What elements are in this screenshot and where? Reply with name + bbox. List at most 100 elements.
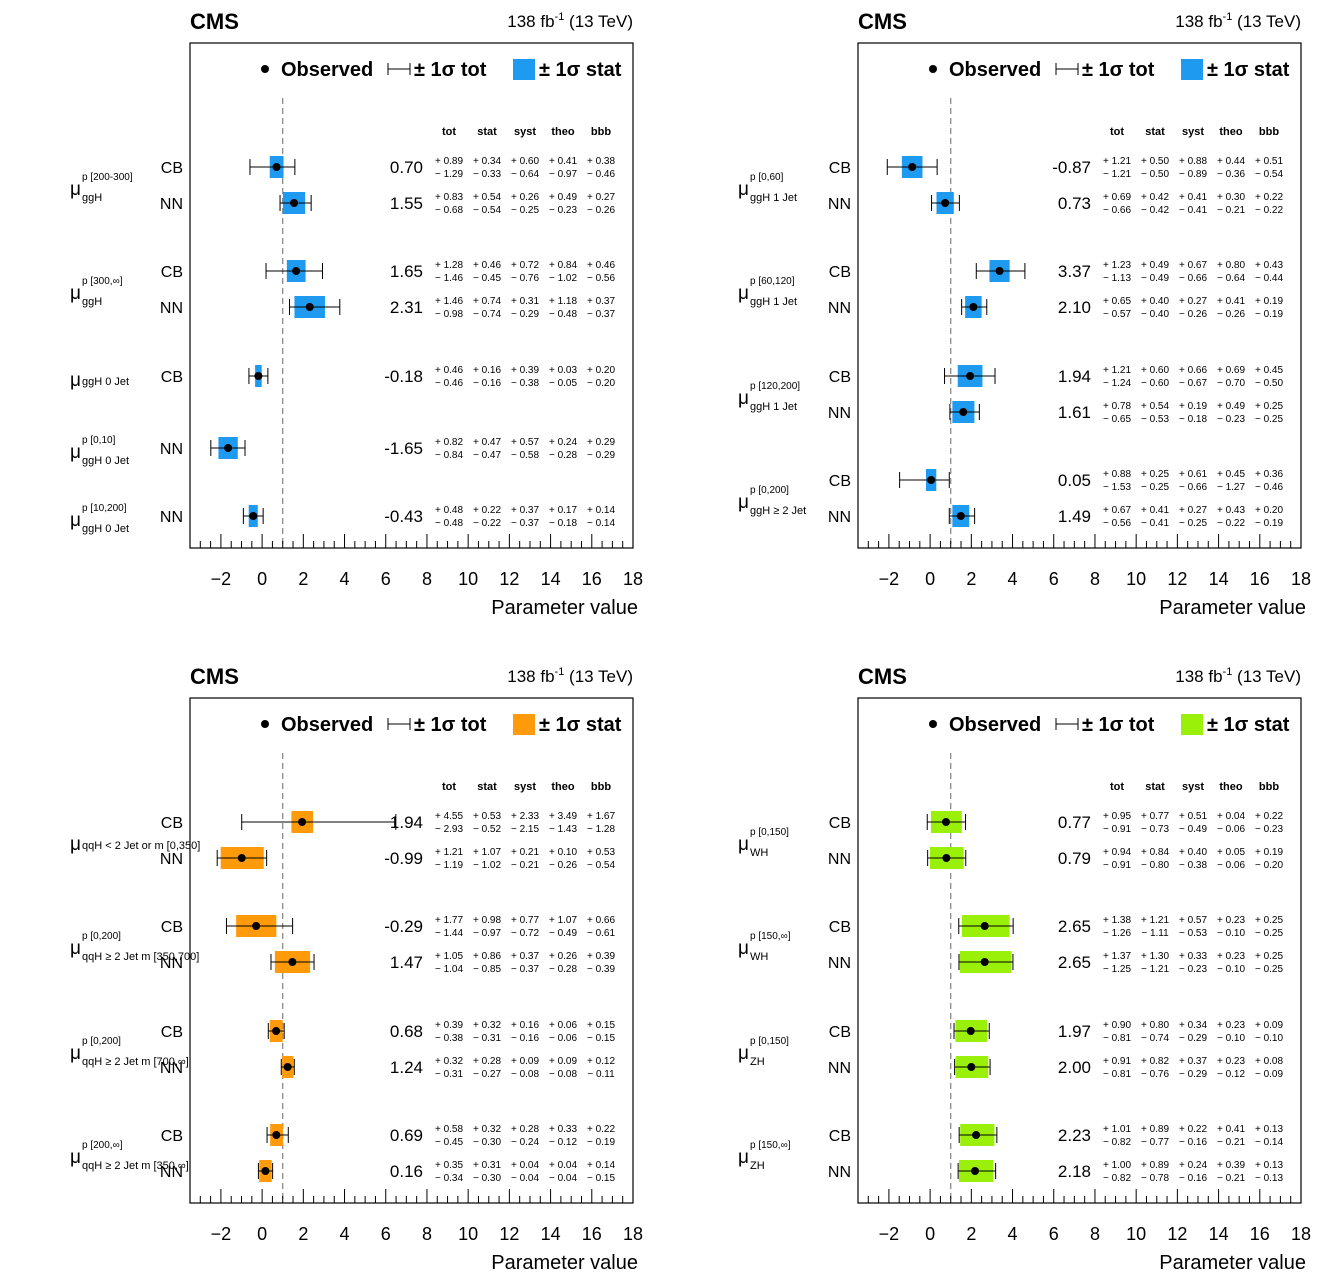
uncertainty-down-bbb: − 0.20 [1255, 860, 1284, 871]
value-label: 1.97 [1058, 1022, 1091, 1041]
uncertainty-up-bbb: + 0.43 [1255, 260, 1284, 271]
uncertainty-up-tot: + 1.21 [1103, 365, 1132, 376]
uncertainty-down-bbb: − 0.10 [1255, 1033, 1284, 1044]
x-tick-label: −2 [879, 569, 900, 589]
uncertainty-down-bbb: − 0.61 [587, 928, 616, 939]
uncertainty-up-tot: + 1.00 [1103, 1160, 1132, 1171]
legend: Observed ± 1σ tot ± 1σ stat [929, 59, 1290, 81]
uncertainty-up-stat: + 0.34 [473, 156, 502, 167]
uncertainty-up-bbb: + 0.45 [1255, 365, 1284, 376]
result-row: CB 0.05 + 0.88 − 1.53 + 0.25 − 0.25 + 0.61 − 0.… [829, 469, 1283, 493]
observed-point [305, 303, 314, 311]
column-header-syst: syst [514, 126, 536, 138]
uncertainty-down-tot: − 0.91 [1103, 860, 1132, 871]
parameter-symbol: μ [70, 1147, 81, 1168]
parameter-subscript: qqH ≥ 2 Jet m [350,700] [82, 951, 199, 963]
uncertainty-up-syst: + 0.33 [1179, 951, 1208, 962]
parameter-symbol: μ [738, 834, 749, 855]
uncertainty-up-stat: + 0.86 [473, 951, 502, 962]
observed-point [249, 512, 258, 520]
uncertainty-down-stat: − 0.42 [1141, 205, 1170, 216]
x-tick-label: 12 [1167, 569, 1187, 589]
uncertainty-up-stat: + 0.47 [473, 437, 502, 448]
uncertainty-up-bbb: + 0.66 [587, 915, 616, 926]
experiment-label: CMS [858, 664, 907, 689]
observed-point [254, 372, 263, 380]
uncertainty-down-bbb: − 0.15 [587, 1033, 616, 1044]
column-header-theo: theo [1219, 781, 1243, 793]
uncertainty-down-syst: − 0.26 [1179, 309, 1208, 320]
uncertainty-up-stat: + 0.25 [1141, 469, 1170, 480]
uncertainty-down-stat: − 0.60 [1141, 378, 1170, 389]
uncertainty-down-bbb: − 0.19 [1255, 518, 1284, 529]
uncertainty-up-syst: + 0.04 [511, 1160, 540, 1171]
legend-stat-swatch [513, 714, 535, 735]
uncertainty-down-stat: − 0.30 [473, 1137, 502, 1148]
experiment-label: CMS [190, 664, 239, 689]
uncertainty-down-bbb: − 0.19 [587, 1137, 616, 1148]
result-row: NN 2.18 + 1.00 − 0.82 + 0.89 − 0.78 + 0.24 − 0.… [828, 1160, 1283, 1184]
row-label: NN [828, 1164, 851, 1181]
uncertainty-down-tot: − 0.91 [1103, 824, 1132, 835]
uncertainty-down-tot: − 0.45 [435, 1137, 464, 1148]
observed-point [941, 818, 950, 826]
x-tick-label: 4 [340, 1224, 350, 1244]
uncertainty-down-theo: − 0.48 [549, 309, 578, 320]
uncertainty-up-bbb: + 0.08 [1255, 1056, 1284, 1067]
row-label: CB [829, 264, 851, 281]
parameter-symbol: μ [70, 283, 81, 304]
uncertainty-up-tot: + 4.55 [435, 811, 464, 822]
uncertainty-down-bbb: − 1.28 [587, 824, 616, 835]
uncertainty-up-syst: + 0.37 [511, 951, 540, 962]
value-label: 0.05 [1058, 471, 1091, 490]
result-row: NN 1.47 + 1.05 − 1.04 + 0.86 − 0.85 + 0.37 − 0.… [160, 951, 616, 975]
value-label: -1.65 [384, 439, 423, 458]
uncertainty-down-syst: − 0.66 [1179, 273, 1208, 284]
chart-panel-1: CMS 138 fb-1 (13 TeV) Observed ± 1σ tot ± 1σ… [70, 9, 643, 619]
x-tick-label: 14 [1209, 1224, 1229, 1244]
uncertainty-down-bbb: − 0.26 [587, 205, 616, 216]
parameter-subscript: ZH [750, 1160, 765, 1172]
uncertainty-up-theo: + 0.06 [549, 1020, 578, 1031]
uncertainty-up-theo: + 0.23 [1217, 915, 1246, 926]
legend-observed-label: Observed [281, 714, 373, 736]
uncertainty-up-syst: + 0.19 [1179, 401, 1208, 412]
row-label: CB [161, 1024, 183, 1041]
uncertainty-down-syst: − 0.29 [511, 309, 540, 320]
uncertainty-down-bbb: − 0.14 [1255, 1137, 1284, 1148]
uncertainty-up-tot: + 0.48 [435, 505, 464, 516]
uncertainty-down-bbb: − 0.15 [587, 1173, 616, 1184]
uncertainty-up-bbb: + 1.67 [587, 811, 616, 822]
value-label: 0.70 [390, 158, 423, 177]
uncertainty-up-bbb: + 0.39 [587, 951, 616, 962]
observed-point [292, 267, 301, 275]
uncertainty-down-tot: − 0.65 [1103, 414, 1132, 425]
uncertainty-down-stat: − 1.21 [1141, 964, 1170, 975]
uncertainty-down-theo: − 0.64 [1217, 273, 1246, 284]
value-label: 2.00 [1058, 1058, 1091, 1077]
lumi-label: 138 fb-1 (13 TeV) [507, 666, 633, 686]
result-row: CB 0.69 + 0.58 − 0.45 + 0.32 − 0.30 + 0.28 − 0.… [161, 1124, 616, 1148]
uncertainty-up-stat: + 0.16 [473, 365, 502, 376]
uncertainty-up-theo: + 0.04 [1217, 811, 1246, 822]
uncertainty-up-stat: + 0.74 [473, 296, 502, 307]
result-row: NN -0.99 + 1.21 − 1.19 + 1.07 − 1.02 + 0.21 − 0… [160, 847, 615, 871]
parameter-subscript: ggH 0 Jet [82, 523, 129, 535]
uncertainty-up-tot: + 0.58 [435, 1124, 464, 1135]
observed-point [972, 1131, 981, 1139]
parameter-group: μp [150,∞] WH CB 2.65 + 1.38 − 1.26 + 1.21 − 1.… [738, 915, 1283, 975]
uncertainty-down-bbb: − 0.19 [1255, 309, 1284, 320]
uncertainty-up-tot: + 0.83 [435, 192, 464, 203]
observed-point [252, 922, 261, 930]
uncertainty-up-stat: + 0.22 [473, 505, 502, 516]
column-header-bbb: bbb [591, 781, 611, 793]
x-tick-label: 18 [1291, 1224, 1311, 1244]
uncertainty-up-tot: + 0.94 [1103, 847, 1132, 858]
x-tick-label: 4 [340, 569, 350, 589]
uncertainty-up-bbb: + 0.25 [1255, 951, 1284, 962]
row-label: CB [829, 473, 851, 490]
row-label: NN [828, 509, 851, 526]
uncertainty-down-theo: − 0.10 [1217, 928, 1246, 939]
uncertainty-down-stat: − 0.73 [1141, 824, 1170, 835]
uncertainty-down-theo: − 0.10 [1217, 1033, 1246, 1044]
